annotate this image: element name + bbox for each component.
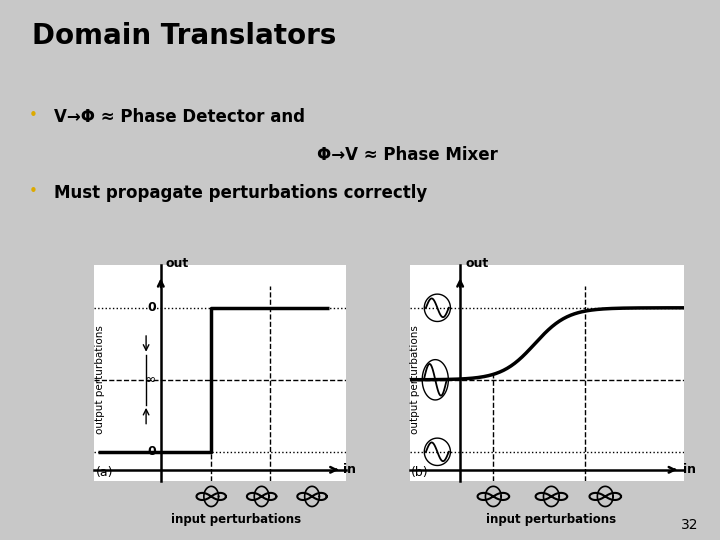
Text: •: • [29,108,37,123]
Text: out: out [465,258,488,271]
Text: out: out [166,258,189,271]
Text: in: in [683,463,696,476]
Text: 32: 32 [681,518,698,532]
Text: in: in [343,463,356,476]
Text: output perturbations: output perturbations [410,326,420,434]
Text: input perturbations: input perturbations [171,513,302,526]
Text: 0: 0 [147,301,156,314]
Text: 0: 0 [147,446,156,458]
Text: Domain Translators: Domain Translators [32,22,337,50]
Text: output perturbations: output perturbations [95,326,105,434]
Text: ∞: ∞ [144,373,156,387]
Text: (b): (b) [411,466,429,479]
Text: (a): (a) [96,466,113,479]
Text: Must propagate perturbations correctly: Must propagate perturbations correctly [54,184,427,201]
Text: V→Φ ≈ Phase Detector and: V→Φ ≈ Phase Detector and [54,108,305,126]
Text: •: • [29,184,37,199]
Text: input perturbations: input perturbations [486,513,616,526]
Text: Φ→V ≈ Phase Mixer: Φ→V ≈ Phase Mixer [317,146,498,164]
